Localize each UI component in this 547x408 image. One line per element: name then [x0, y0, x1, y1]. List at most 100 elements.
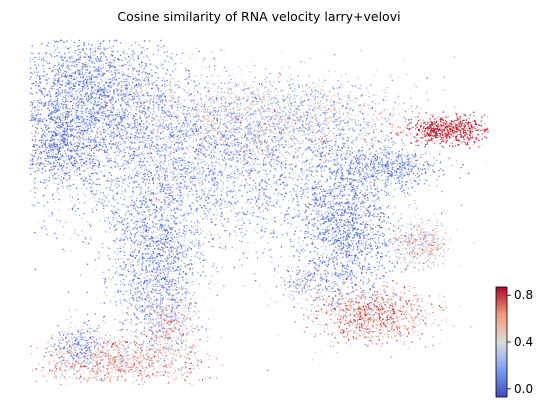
cell-point — [224, 91, 226, 93]
cell-point — [180, 130, 183, 132]
cell-point — [366, 132, 368, 135]
cell-point — [143, 146, 146, 149]
cell-point — [283, 214, 286, 217]
cell-point — [120, 89, 123, 92]
cell-point — [62, 119, 64, 122]
cell-point — [69, 100, 72, 103]
cell-point — [185, 84, 187, 87]
cell-point — [85, 108, 87, 110]
cell-point — [136, 69, 138, 72]
cell-point — [188, 75, 190, 78]
cell-point — [290, 95, 292, 98]
cell-point — [284, 121, 286, 124]
cell-point — [282, 89, 285, 92]
cell-point — [81, 98, 83, 101]
cell-point — [113, 91, 115, 94]
cell-point — [103, 92, 105, 94]
cell-point — [146, 108, 149, 111]
cell-point — [305, 178, 307, 180]
cell-point — [330, 82, 332, 85]
cell-point — [350, 113, 353, 116]
cell-point — [204, 118, 206, 120]
cell-point — [393, 113, 395, 116]
cell-point — [375, 94, 378, 97]
cell-point — [50, 100, 53, 103]
cell-point — [332, 128, 335, 130]
cell-point — [136, 121, 139, 123]
cell-point — [291, 145, 294, 147]
cell-point — [88, 43, 90, 45]
cell-point — [205, 66, 208, 69]
cell-point — [93, 97, 96, 100]
cell-point — [110, 140, 112, 143]
cell-point — [166, 68, 168, 71]
cell-point — [110, 54, 113, 57]
cell-point — [123, 52, 125, 54]
cell-point — [264, 80, 267, 83]
cell-point — [134, 94, 136, 96]
cell-point — [139, 117, 141, 119]
cell-point — [111, 106, 113, 108]
cell-point — [195, 139, 198, 142]
cell-point — [324, 106, 326, 108]
cell-point — [273, 99, 275, 102]
cell-point — [102, 139, 105, 141]
cell-point — [44, 157, 46, 160]
cell-point — [134, 92, 136, 95]
cell-point — [30, 71, 32, 74]
cell-point — [279, 134, 281, 137]
cell-point — [40, 102, 43, 104]
cell-point — [120, 116, 123, 119]
cell-point — [60, 114, 62, 116]
cell-point — [77, 116, 80, 118]
cell-point — [103, 88, 105, 90]
cell-point — [339, 155, 342, 158]
cell-point — [287, 93, 290, 96]
cell-point — [109, 111, 112, 113]
cell-point — [309, 120, 312, 123]
cell-point — [310, 143, 312, 146]
cell-point — [122, 64, 124, 67]
cell-point — [258, 206, 261, 209]
cell-point — [44, 74, 46, 77]
cell-point — [69, 130, 72, 132]
cell-point — [323, 112, 326, 114]
cell-point — [176, 109, 179, 112]
cell-point — [238, 100, 241, 102]
cell-point — [114, 152, 116, 154]
cell-point — [256, 130, 258, 133]
cell-point — [218, 105, 220, 108]
cell-point — [304, 127, 307, 129]
cell-point — [85, 99, 88, 102]
cell-point — [178, 220, 180, 223]
cell-point — [66, 131, 69, 134]
cell-point — [46, 184, 49, 187]
cell-point — [143, 40, 146, 42]
cell-point — [54, 79, 57, 81]
cell-point — [30, 76, 32, 78]
cell-point — [87, 126, 89, 128]
cell-point — [81, 121, 84, 123]
cell-point — [360, 209, 362, 211]
cell-point — [320, 88, 322, 91]
cell-point — [347, 120, 350, 122]
cell-point — [156, 125, 158, 128]
cell-point — [56, 47, 59, 49]
cell-point — [311, 193, 314, 196]
cell-point — [151, 113, 154, 116]
cell-point — [247, 198, 249, 201]
cell-point — [265, 82, 267, 84]
cell-point — [141, 106, 144, 109]
cell-point — [104, 98, 106, 101]
cell-point — [220, 136, 223, 138]
cell-point — [263, 97, 265, 100]
cell-point — [190, 79, 193, 82]
cell-point — [313, 143, 315, 146]
cell-point — [290, 104, 293, 106]
cell-point — [78, 69, 80, 72]
cell-point — [98, 104, 101, 106]
cell-point — [53, 77, 55, 80]
cell-point — [270, 103, 272, 106]
cell-point — [244, 142, 246, 145]
cell-point — [286, 123, 288, 126]
